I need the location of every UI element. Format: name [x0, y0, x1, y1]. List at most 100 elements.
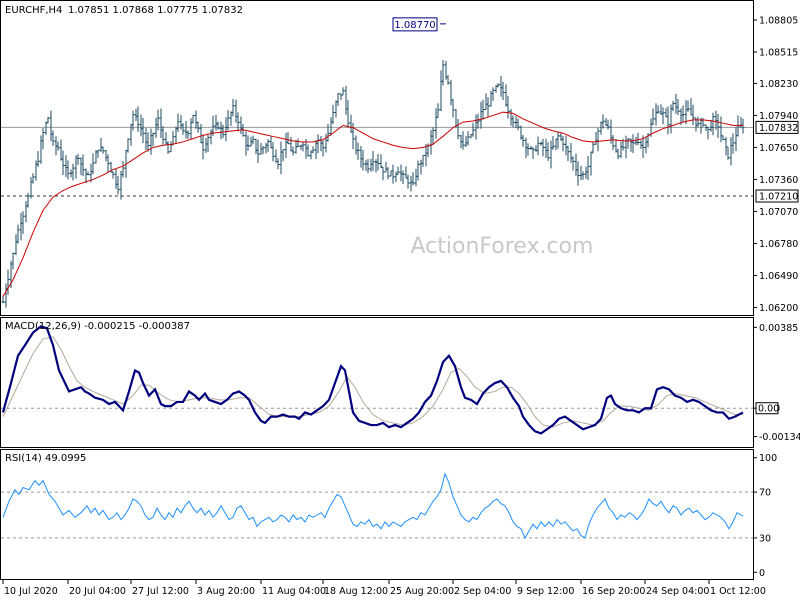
ohlc-bar	[96, 149, 100, 158]
ohlc-bar	[231, 99, 235, 117]
ohlc-bar	[174, 126, 178, 144]
ohlc-bar	[244, 131, 248, 156]
time-tick-label: 1 Oct 12:00	[710, 586, 766, 597]
ohlc-bar	[416, 160, 420, 181]
ohlc-bar	[186, 130, 190, 140]
ohlc-readout: 1.07851 1.07868 1.07775 1.07832	[68, 5, 243, 16]
ohlc-bar	[41, 128, 45, 150]
ohlc-bar	[406, 174, 410, 189]
ohlc-bar	[591, 142, 595, 154]
ohlc-bar	[579, 165, 583, 181]
ohlc-bar	[71, 163, 75, 181]
rsi-line	[2, 472, 744, 540]
ohlc-bar	[206, 134, 210, 153]
ohlc-bar	[161, 126, 165, 145]
ohlc-bar	[419, 159, 423, 175]
ohlc-bar	[356, 142, 360, 160]
ohlc-bar	[311, 146, 315, 154]
ohlc-bar	[736, 115, 740, 137]
price-tick-label: 1.08515	[759, 48, 798, 59]
ohlc-bar	[401, 170, 405, 185]
ohlc-bar	[589, 151, 593, 176]
ohlc-bar	[34, 160, 38, 181]
current-price-label: 1.07832	[759, 123, 798, 134]
ohlc-bar	[484, 93, 488, 111]
ohlc-bar	[489, 90, 493, 107]
ohlc-bar	[671, 101, 675, 112]
ohlc-bar	[541, 138, 545, 157]
ohlc-bar	[196, 121, 200, 133]
ohlc-bar	[594, 132, 598, 145]
ohlc-bar	[61, 150, 65, 176]
ohlc-bar	[189, 118, 193, 140]
time-tick-label: 24 Sep 04:00	[646, 586, 709, 597]
ohlc-bar	[676, 98, 680, 116]
ohlc-bar	[361, 150, 365, 171]
ohlc-bar	[321, 140, 325, 157]
ohlc-bar	[371, 150, 375, 172]
ohlc-bar	[86, 171, 90, 176]
price-tick-label: 1.06490	[759, 271, 798, 282]
ohlc-bar	[114, 168, 118, 189]
price-tick-label: 1.06200	[759, 303, 798, 314]
ohlc-bar	[166, 141, 170, 155]
ohlc-bar	[384, 161, 388, 173]
ohlc-bar	[394, 171, 398, 183]
ohlc-bar	[499, 75, 503, 97]
high-annotation: 1.08770	[392, 17, 446, 32]
time-tick-label: 2 Sep 04:00	[454, 586, 511, 597]
ohlc-bar	[219, 121, 223, 140]
ohlc-bar	[59, 139, 63, 161]
ohlc-bar	[116, 175, 120, 195]
ohlc-bar	[409, 175, 413, 192]
moving-average-line	[2, 111, 743, 297]
ohlc-bar	[544, 138, 548, 158]
ohlc-bar	[741, 118, 745, 134]
ohlc-bar	[44, 121, 48, 135]
ohlc-bar	[611, 134, 615, 151]
ohlc-bar	[441, 60, 445, 86]
ohlc-bar	[626, 137, 630, 149]
time-tick-label: 27 Jul 12:00	[132, 586, 189, 597]
ohlc-bar	[106, 154, 110, 173]
rsi-tick-label: 30	[759, 533, 771, 544]
ohlc-bar	[11, 252, 15, 270]
ohlc-bar	[101, 146, 105, 154]
ohlc-bar	[271, 142, 275, 162]
ohlc-bar	[436, 103, 440, 118]
ohlc-bar	[336, 93, 340, 106]
ohlc-bar	[216, 121, 220, 130]
ohlc-bar	[31, 173, 35, 184]
ohlc-bar	[391, 164, 395, 184]
ohlc-bar	[504, 84, 508, 107]
ohlc-bar	[1, 295, 5, 304]
ohlc-bar	[434, 108, 438, 139]
time-tick-label: 9 Sep 12:00	[517, 586, 574, 597]
ohlc-bar	[91, 153, 95, 175]
ohlc-bar	[551, 136, 555, 150]
ohlc-bar	[254, 138, 258, 155]
ohlc-bar	[199, 123, 203, 144]
ohlc-bar	[706, 126, 710, 140]
ohlc-bar	[481, 99, 485, 120]
ohlc-bar	[79, 157, 83, 176]
current-price-tag: 1.07832	[755, 120, 799, 134]
rsi-panel-frame	[0, 449, 754, 580]
ohlc-bar	[376, 154, 380, 171]
ohlc-bar	[526, 143, 530, 156]
ohlc-bar	[506, 95, 510, 119]
ohlc-bar	[576, 161, 580, 186]
ohlc-bar	[566, 145, 570, 162]
macd-signal-line	[2, 336, 743, 428]
ohlc-bar	[291, 146, 295, 156]
ohlc-bar	[29, 177, 33, 199]
ohlc-bar	[26, 192, 30, 208]
ohlc-bar	[201, 134, 205, 160]
price-tick-label: 1.07360	[759, 175, 798, 186]
time-tick-label: 20 Jul 04:00	[69, 586, 126, 597]
ohlc-bar	[369, 158, 373, 172]
macd-zero-label: 0.00	[758, 404, 779, 415]
ohlc-bar	[126, 138, 130, 153]
ohlc-bar	[654, 103, 658, 126]
ohlc-bar	[134, 108, 138, 121]
